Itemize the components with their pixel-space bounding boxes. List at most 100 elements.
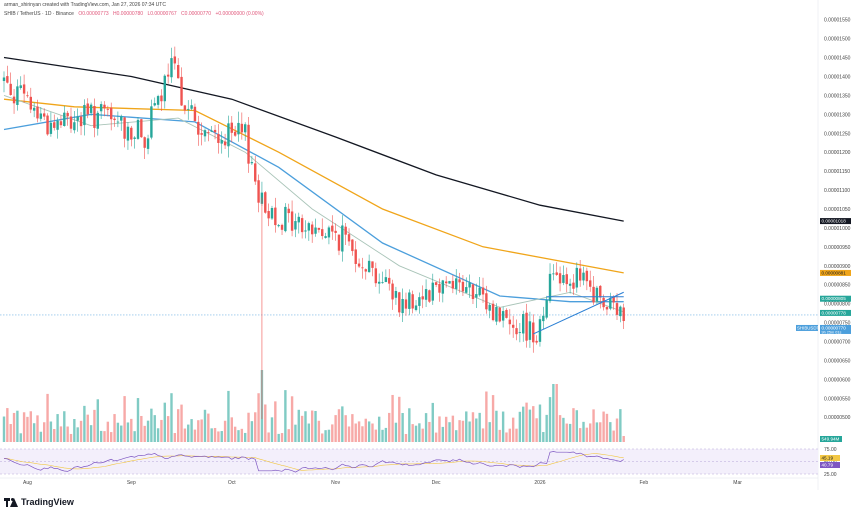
y-tick-label: 0.00001150	[824, 169, 850, 175]
volume-bar	[227, 390, 230, 442]
candle-body	[334, 230, 337, 233]
volume-bar	[589, 423, 592, 442]
symbol-label[interactable]: SHIB / TetherUS · 1D · Binance	[4, 11, 74, 17]
volume-bar	[538, 404, 542, 442]
volume-bar	[384, 427, 388, 442]
candle-body	[233, 131, 237, 136]
candle-body	[109, 107, 113, 120]
x-tick-label: Feb	[639, 480, 648, 486]
volume-bar	[334, 415, 337, 442]
candle-body	[26, 95, 29, 97]
volume-bar	[498, 429, 501, 442]
volume-bar	[552, 384, 555, 442]
candle-body	[200, 133, 203, 135]
candle-body	[468, 282, 471, 288]
volume-bar	[357, 421, 361, 442]
volume-bar	[548, 397, 552, 442]
y-tick-label: 0.00001500	[824, 37, 851, 43]
volume-bar	[465, 411, 468, 442]
volume-bar	[508, 428, 512, 442]
candle-body	[424, 289, 428, 300]
candle-body	[300, 218, 304, 233]
low-value: L0.00000767	[147, 11, 177, 17]
candle-body	[317, 227, 321, 230]
volume-bar	[314, 410, 317, 442]
candle-body	[96, 112, 99, 129]
candle-body	[515, 328, 518, 335]
y-tick-label: 0.00001050	[824, 207, 851, 213]
volume-bar	[106, 421, 110, 442]
candle-body	[160, 95, 163, 102]
candle-body	[485, 293, 488, 310]
volume-bar	[522, 406, 525, 442]
tradingview-logo[interactable]: TradingView	[4, 497, 74, 507]
candle-body	[39, 113, 43, 119]
candle-body	[441, 280, 445, 294]
volume-bar	[361, 426, 364, 442]
y-tick-label: 0.00000750	[824, 321, 851, 327]
high-value: H0.00000780	[113, 11, 144, 17]
y-tick-label: 0.00000500	[824, 415, 851, 421]
volume-bar	[304, 411, 307, 442]
axes: 0.00001550 0.00001500 0.00001450 0.00001400…	[23, 18, 851, 486]
candle-body	[176, 65, 180, 79]
volume-bar	[545, 414, 548, 442]
volume-bar	[428, 421, 431, 442]
volume-bar	[213, 427, 217, 442]
candle-body	[264, 192, 267, 213]
volume-bar	[448, 422, 451, 442]
candle-body	[79, 116, 83, 127]
volume-bar	[284, 390, 287, 442]
volume-bar	[528, 409, 532, 442]
volume-bar	[69, 433, 73, 442]
candle-body	[280, 224, 284, 230]
price-label-box	[820, 324, 851, 334]
volume-bar	[166, 416, 170, 442]
volume-bar	[250, 421, 254, 442]
candle-body	[180, 76, 183, 106]
volume-bar	[377, 416, 381, 442]
volume-bar	[240, 428, 244, 442]
volume-bar	[42, 422, 46, 442]
volume-bar	[327, 429, 331, 442]
volume-bar	[6, 408, 9, 442]
volume-bar	[461, 420, 465, 442]
candle-body	[227, 123, 230, 147]
volume-bar	[176, 409, 180, 442]
candle-body	[254, 163, 257, 182]
candle-body	[548, 273, 552, 302]
candle-body	[434, 282, 438, 285]
volume-bar	[414, 425, 418, 442]
candle-body	[56, 120, 59, 130]
candle-body	[501, 311, 505, 321]
candle-body	[106, 108, 110, 110]
volume-bar	[49, 421, 53, 442]
volume-bar	[190, 419, 193, 442]
volume-bar	[532, 406, 535, 442]
volume-bar	[501, 411, 505, 442]
candle-body	[545, 300, 548, 318]
volume-bar	[612, 430, 615, 442]
candle-body	[444, 281, 448, 284]
candle-body	[374, 268, 378, 284]
y-tick-label: 0.00000800	[824, 302, 851, 308]
candle-body	[615, 303, 619, 315]
candle-body	[505, 309, 508, 318]
candle-body	[589, 280, 592, 287]
volume-bar	[572, 408, 575, 442]
price-label-box	[820, 309, 851, 316]
candle-body	[565, 274, 568, 285]
candle-body	[535, 340, 538, 343]
candle-body	[461, 281, 465, 292]
volume-bar	[562, 417, 565, 442]
volume-bar	[491, 395, 495, 442]
candle-body	[69, 116, 73, 129]
volume-bar	[290, 396, 294, 442]
volume-bar	[558, 415, 562, 442]
candle-body	[542, 315, 545, 322]
candle-body	[294, 221, 297, 230]
candle-body	[46, 115, 49, 135]
volume-bar	[150, 408, 153, 442]
